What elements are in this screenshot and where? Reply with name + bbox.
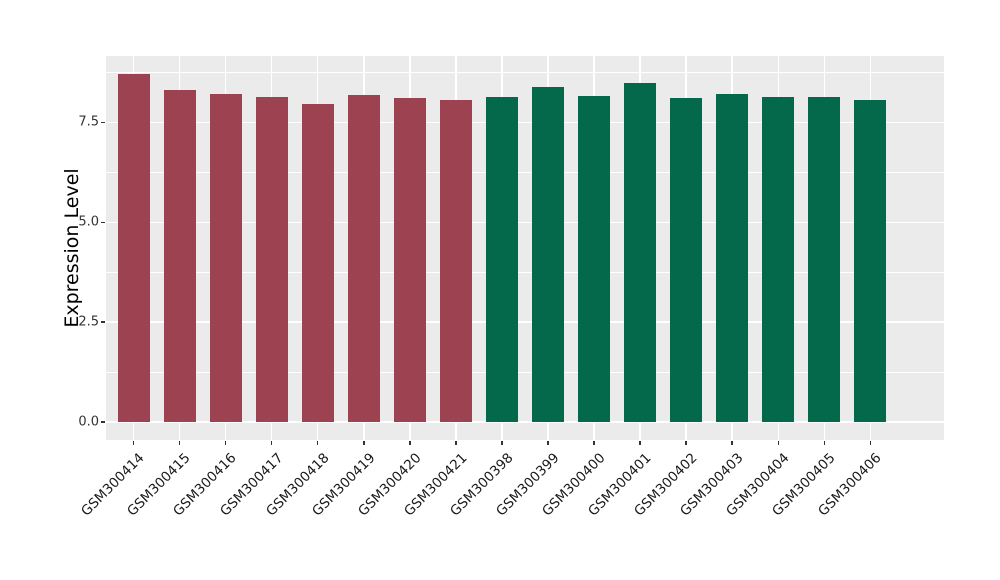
- bar-GSM300421: [439, 100, 473, 422]
- y-tick-label: 5.0: [78, 214, 99, 230]
- bar-GSM300405: [808, 96, 841, 422]
- major-gridline: [106, 121, 944, 124]
- bar-GSM300415: [163, 89, 196, 423]
- x-tick-mark: [777, 441, 779, 445]
- major-gridline: [106, 221, 944, 224]
- major-gridline: [106, 421, 944, 423]
- x-tick-mark: [869, 441, 872, 445]
- x-tick-mark: [132, 441, 135, 445]
- x-tick-mark: [547, 441, 549, 445]
- plot-panel: [106, 56, 944, 440]
- x-tick-mark: [685, 441, 687, 445]
- x-tick-mark: [317, 441, 319, 445]
- x-tick-mark: [639, 441, 641, 445]
- bar-GSM300404: [762, 97, 795, 423]
- bar-GSM300403: [716, 94, 749, 423]
- x-tick-mark: [271, 441, 273, 445]
- minor-gridline: [106, 272, 944, 274]
- bar-GSM300416: [209, 93, 242, 422]
- x-tick-mark: [731, 441, 733, 445]
- y-tick-mark: [101, 321, 105, 323]
- x-tick-mark: [178, 441, 181, 445]
- y-axis-title: Expression Level: [61, 168, 83, 328]
- x-tick-mark: [409, 441, 411, 445]
- y-tick-label: 0.0: [78, 414, 99, 430]
- bar-GSM300419: [347, 94, 380, 422]
- x-tick-mark: [225, 441, 227, 445]
- bar-GSM300417: [255, 96, 288, 422]
- x-tick-mark: [363, 441, 365, 445]
- minor-gridline: [106, 172, 944, 174]
- x-tick-mark: [593, 441, 595, 445]
- y-tick-mark: [101, 121, 105, 124]
- y-tick-mark: [101, 421, 105, 423]
- bar-GSM300402: [670, 97, 703, 422]
- minor-gridline: [106, 372, 944, 373]
- bar-GSM300398: [485, 97, 519, 423]
- x-tick-mark: [823, 441, 825, 445]
- bar-GSM300414: [117, 73, 150, 422]
- x-tick-mark: [455, 441, 457, 445]
- bar-GSM300406: [854, 99, 887, 422]
- y-tick-label: 2.5: [78, 314, 99, 330]
- bar-GSM300400: [577, 95, 611, 422]
- bar-GSM300418: [301, 103, 334, 422]
- minor-gridline: [106, 72, 944, 74]
- bar-GSM300399: [531, 87, 565, 422]
- bar-GSM300420: [393, 98, 426, 422]
- x-tick-mark: [501, 441, 503, 445]
- y-tick-label: 7.5: [78, 114, 99, 130]
- major-gridline: [106, 321, 944, 323]
- y-tick-mark: [101, 221, 105, 223]
- bar-GSM300401: [623, 82, 657, 422]
